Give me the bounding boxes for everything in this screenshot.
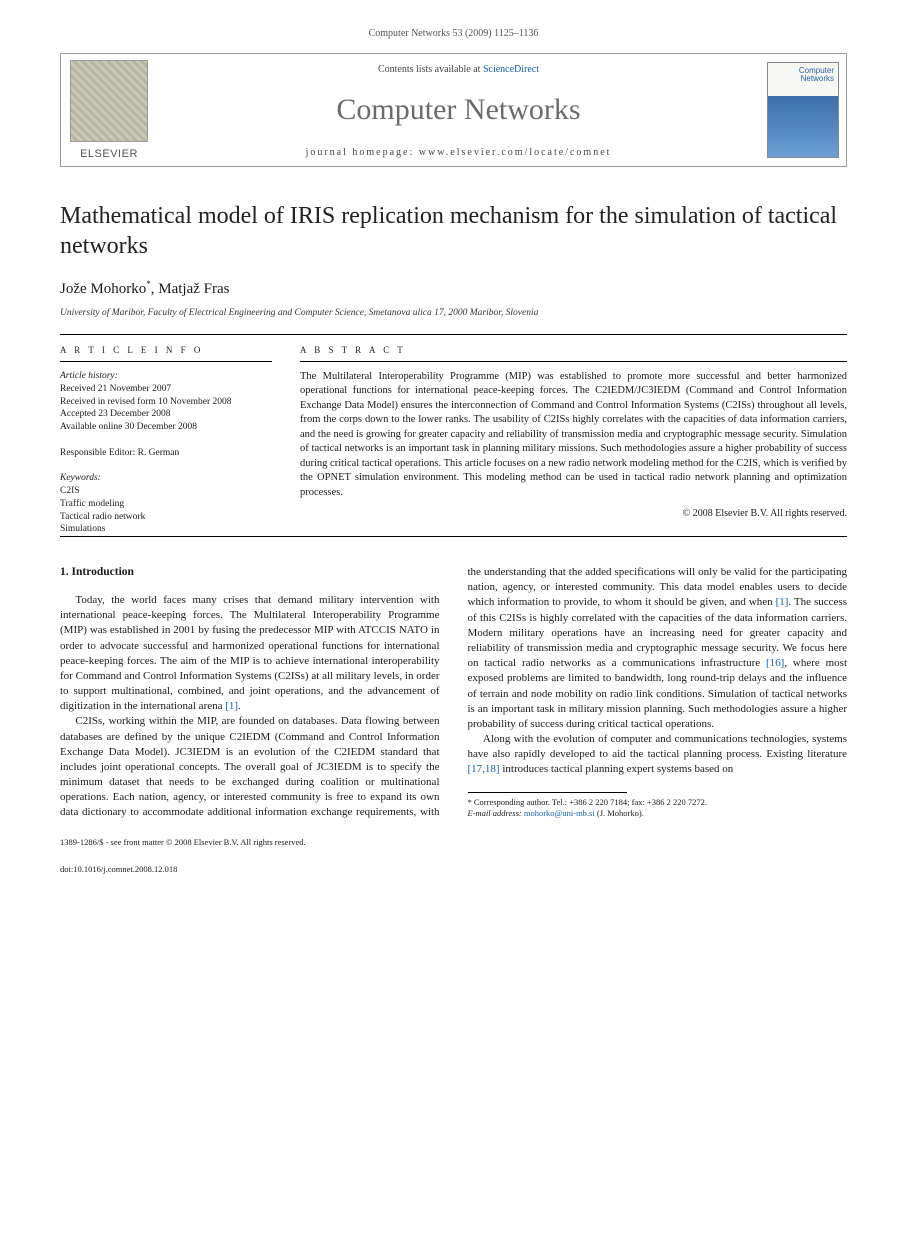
article-history: Article history: Received 21 November 20… (60, 370, 272, 434)
history-heading: Article history: (60, 370, 272, 383)
body-columns: 1. Introduction Today, the world faces m… (60, 565, 847, 820)
meta-row: A R T I C L E I N F O Article history: R… (60, 335, 847, 536)
author-1: Jože Mohorko (60, 281, 146, 297)
abstract-text: The Multilateral Interoperability Progra… (300, 370, 847, 500)
author-email-link[interactable]: mohorko@uni-mb.si (524, 808, 595, 818)
history-revised: Received in revised form 10 November 200… (60, 396, 272, 409)
section-heading-intro: 1. Introduction (60, 565, 440, 581)
doi-line: doi:10.1016/j.comnet.2008.12.018 (60, 864, 847, 875)
article-info-label: A R T I C L E I N F O (60, 335, 272, 361)
body-text: . (238, 700, 241, 712)
citation-link[interactable]: [17,18] (468, 763, 500, 775)
info-rule (60, 361, 272, 362)
journal-banner: ELSEVIER Contents lists available at Sci… (60, 53, 847, 167)
citation-link[interactable]: [16] (766, 657, 784, 669)
banner-center: Contents lists available at ScienceDirec… (157, 54, 760, 166)
article-info-column: A R T I C L E I N F O Article history: R… (60, 335, 272, 536)
keyword-item: Tactical radio network (60, 511, 272, 524)
contents-prefix: Contents lists available at (378, 64, 483, 75)
body-paragraph: Today, the world faces many crises that … (60, 593, 440, 714)
keyword-item: Traffic modeling (60, 498, 272, 511)
publisher-name: ELSEVIER (80, 148, 138, 160)
body-text: Today, the world faces many crises that … (60, 594, 440, 712)
affiliation: University of Maribor, Faculty of Electr… (60, 308, 847, 318)
front-matter-line: 1389-1286/$ - see front matter © 2008 El… (60, 837, 847, 848)
footnote-rule (468, 792, 627, 793)
body-paragraph: Along with the evolution of computer and… (468, 732, 848, 778)
article-title: Mathematical model of IRIS replication m… (60, 201, 847, 261)
history-accepted: Accepted 23 December 2008 (60, 408, 272, 421)
keywords-block: Keywords: C2IS Traffic modeling Tactical… (60, 472, 272, 536)
email-label: E-mail address: (468, 808, 522, 818)
cover-label-bottom: Networks (801, 74, 834, 83)
journal-homepage-line: journal homepage: www.elsevier.com/locat… (165, 147, 752, 158)
body-text: introduces tactical planning expert syst… (500, 763, 734, 775)
homepage-prefix: journal homepage: (306, 147, 419, 158)
author-list: Jože Mohorko*, Matjaž Fras (60, 279, 847, 298)
body-text: Along with the evolution of computer and… (468, 733, 848, 760)
email-footnote: E-mail address: mohorko@uni-mb.si (J. Mo… (468, 808, 848, 819)
keyword-item: C2IS (60, 485, 272, 498)
citation-link[interactable]: [1] (776, 596, 789, 608)
history-received: Received 21 November 2007 (60, 383, 272, 396)
abstract-column: A B S T R A C T The Multilateral Interop… (300, 335, 847, 536)
sciencedirect-link[interactable]: ScienceDirect (483, 64, 539, 75)
author-2: Matjaž Fras (158, 281, 229, 297)
elsevier-tree-icon (70, 60, 148, 142)
journal-cover-icon: Computer Networks (767, 62, 839, 158)
citation-link[interactable]: [1] (225, 700, 238, 712)
responsible-editor: Responsible Editor: R. German (60, 448, 272, 458)
history-online: Available online 30 December 2008 (60, 421, 272, 434)
journal-title: Computer Networks (165, 93, 752, 127)
corresponding-footnote: * Corresponding author. Tel.: +386 2 220… (468, 797, 848, 808)
publisher-block: ELSEVIER (61, 54, 157, 166)
running-header: Computer Networks 53 (2009) 1125–1136 (60, 28, 847, 39)
homepage-url[interactable]: www.elsevier.com/locate/comnet (419, 147, 612, 158)
contents-available-line: Contents lists available at ScienceDirec… (165, 64, 752, 75)
keyword-item: Simulations (60, 523, 272, 536)
rule-bottom (60, 536, 847, 537)
abstract-label: A B S T R A C T (300, 335, 847, 361)
footnote-block: * Corresponding author. Tel.: +386 2 220… (468, 792, 848, 819)
abstract-copyright: © 2008 Elsevier B.V. All rights reserved… (300, 508, 847, 519)
email-tail: (J. Mohorko). (595, 808, 644, 818)
abstract-rule (300, 361, 847, 362)
keywords-heading: Keywords: (60, 472, 272, 485)
cover-thumb-block: Computer Networks (760, 54, 846, 166)
